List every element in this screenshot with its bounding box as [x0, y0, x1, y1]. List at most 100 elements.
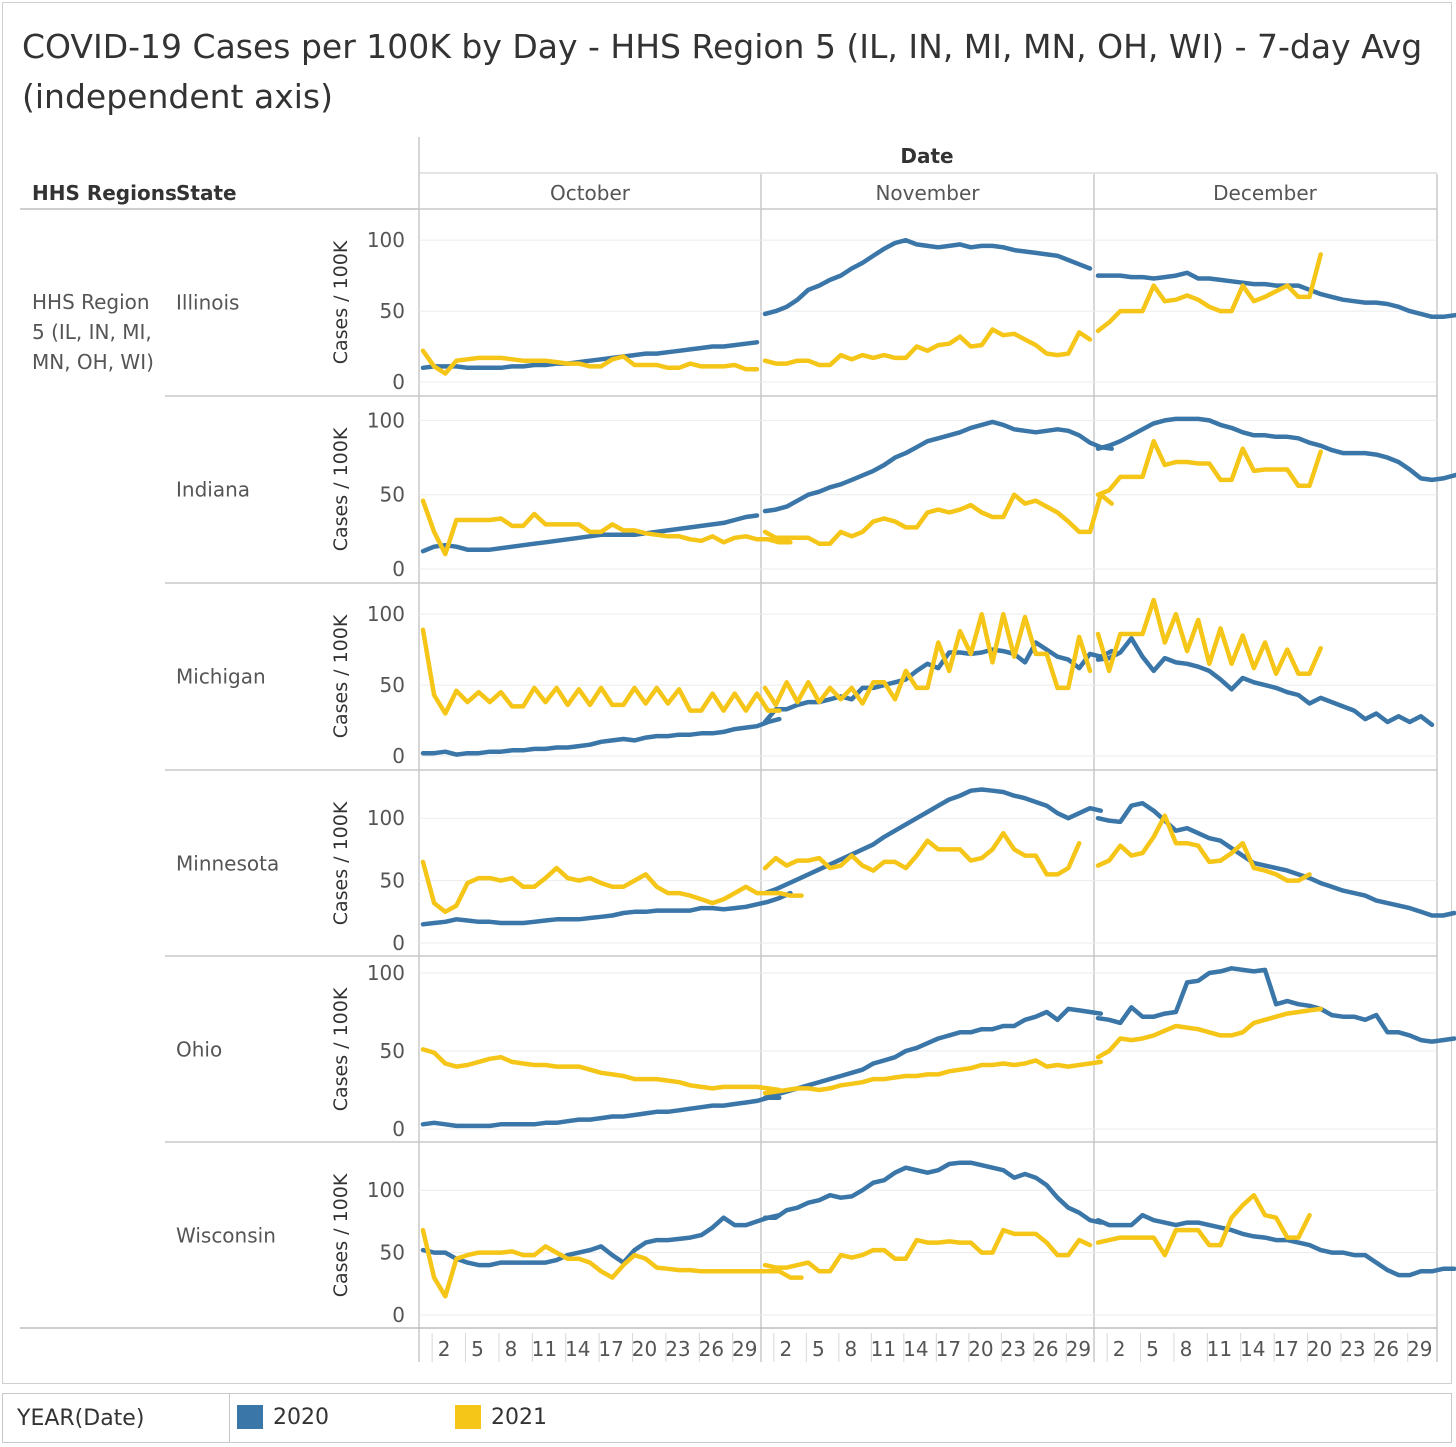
state-label-wisconsin: Wisconsin [176, 1224, 276, 1248]
legend-title: YEAR(Date) [17, 1406, 145, 1431]
y-axis-title: Cases / 100K [330, 801, 352, 925]
series-line-2021-wisconsin-october [420, 1227, 804, 1299]
x-tick-label: 5 [812, 1337, 825, 1361]
legend-swatch-2020 [237, 1405, 263, 1429]
series-line-2021-michigan-november [762, 611, 1093, 708]
x-tick-label: 23 [1001, 1337, 1026, 1361]
y-tick-label: 100 [367, 228, 405, 252]
y-tick-label: 100 [367, 602, 405, 626]
y-tick-label: 50 [380, 483, 405, 507]
series-line-2021-ohio-november [762, 1058, 1104, 1096]
series-line-2021-minnesota-december [1095, 813, 1312, 883]
state-label-michigan: Michigan [176, 665, 266, 689]
state-label-illinois: Illinois [176, 291, 239, 315]
trellis-line-chart: COVID-19 Cases per 100K by Day - HHS Reg… [20, 27, 1456, 1362]
legend-divider [229, 1394, 230, 1442]
y-tick-label: 100 [367, 1178, 405, 1202]
x-tick-label: 8 [844, 1337, 857, 1361]
series-line-2021-minnesota-october [420, 859, 804, 915]
state-label-ohio: Ohio [176, 1038, 222, 1062]
series-line-2021-illinois-december [1095, 252, 1323, 334]
x-tick-label: 17 [598, 1337, 623, 1361]
series-line-2021-ohio-december [1095, 1006, 1323, 1060]
series-line-2020-indiana-october [420, 513, 760, 554]
series-line-2020-minnesota-october [420, 890, 793, 927]
legend-label-2020: 2020 [273, 1404, 329, 1430]
x-tick-label: 29 [1407, 1337, 1432, 1361]
x-tick-label: 5 [471, 1337, 484, 1361]
state-label-indiana: Indiana [176, 478, 250, 502]
series-line-2021-ohio-october [420, 1047, 782, 1093]
x-tick-label: 11 [532, 1337, 557, 1361]
x-tick-label: 11 [1207, 1337, 1232, 1361]
row-header-state: State [176, 181, 237, 205]
month-label-october: October [550, 181, 631, 205]
y-tick-label: 50 [380, 1241, 405, 1265]
y-axis-title: Cases / 100K [330, 1173, 352, 1297]
series-line-2020-indiana-december [1095, 416, 1456, 483]
y-tick-label: 50 [380, 1039, 405, 1063]
series-line-2021-indiana-december [1095, 438, 1323, 497]
series-line-2021-indiana-november [762, 492, 1114, 546]
y-tick-label: 0 [392, 557, 405, 581]
chart-frame [2, 2, 1452, 1384]
x-tick-label: 20 [1307, 1337, 1332, 1361]
state-label-minnesota: Minnesota [176, 852, 279, 876]
x-tick-label: 23 [665, 1337, 690, 1361]
x-tick-label: 29 [732, 1337, 757, 1361]
row-header-hhs-regions: HHS Regions [32, 181, 177, 205]
legend-label-2021: 2021 [491, 1404, 547, 1430]
series-line-2020-ohio-november [762, 1006, 1104, 1101]
column-header-date: Date [900, 144, 953, 168]
series-line-2020-wisconsin-october [420, 1212, 782, 1268]
legend-item-2020[interactable]: 2020 [237, 1404, 329, 1430]
legend: YEAR(Date) 2020 2021 [2, 1393, 1452, 1443]
region-label-line: 5 (IL, IN, MI, [32, 320, 152, 344]
series-line-2021-minnesota-november [762, 830, 1082, 877]
x-tick-label: 11 [871, 1337, 896, 1361]
legend-item-2021[interactable]: 2021 [455, 1404, 547, 1430]
legend-swatch-2021 [455, 1405, 481, 1429]
y-tick-label: 50 [380, 869, 405, 893]
month-label-december: December [1213, 181, 1317, 205]
series-line-2020-ohio-october [420, 1095, 782, 1129]
y-tick-label: 50 [380, 673, 405, 697]
y-tick-label: 50 [380, 299, 405, 323]
x-tick-label: 2 [1113, 1337, 1126, 1361]
region-label-line: MN, OH, WI) [32, 350, 154, 374]
series-line-2020-wisconsin-december [1095, 1212, 1456, 1278]
x-tick-label: 2 [779, 1337, 792, 1361]
x-tick-label: 29 [1066, 1337, 1091, 1361]
region-label-line: HHS Region [32, 290, 150, 314]
y-tick-label: 0 [392, 1117, 405, 1141]
x-tick-label: 8 [505, 1337, 518, 1361]
series-line-2021-wisconsin-december [1095, 1192, 1312, 1258]
series-line-2020-michigan-october [420, 716, 782, 757]
x-tick-label: 14 [1240, 1337, 1265, 1361]
x-tick-label: 20 [632, 1337, 657, 1361]
series-line-2021-illinois-november [762, 327, 1093, 368]
x-tick-label: 26 [1033, 1337, 1058, 1361]
month-label-november: November [875, 181, 980, 205]
series-line-2020-michigan-december [1095, 636, 1435, 728]
series-line-2021-michigan-october [420, 627, 782, 716]
y-axis-title: Cases / 100K [330, 240, 352, 364]
x-tick-label: 17 [936, 1337, 961, 1361]
y-tick-label: 0 [392, 370, 405, 394]
series-line-2020-indiana-november [762, 419, 1114, 514]
y-axis-title: Cases / 100K [330, 427, 352, 551]
series-line-2021-michigan-december [1095, 597, 1323, 676]
y-axis-title: Cases / 100K [330, 614, 352, 738]
series-line-2021-wisconsin-november [762, 1227, 1093, 1274]
x-tick-label: 26 [699, 1337, 724, 1361]
x-tick-label: 14 [903, 1337, 928, 1361]
x-tick-label: 14 [565, 1337, 590, 1361]
series-line-2020-illinois-october [420, 340, 760, 371]
series-line-2020-wisconsin-november [762, 1160, 1104, 1225]
series-line-2020-ohio-december [1095, 966, 1456, 1044]
y-tick-label: 0 [392, 1303, 405, 1327]
y-tick-label: 100 [367, 806, 405, 830]
series-line-2021-indiana-october [420, 498, 793, 557]
series-line-2020-minnesota-december [1095, 800, 1456, 918]
x-tick-label: 20 [968, 1337, 993, 1361]
